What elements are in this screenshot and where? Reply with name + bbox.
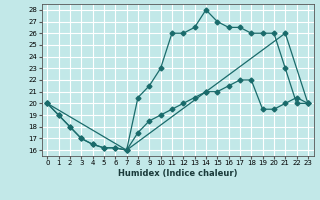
- X-axis label: Humidex (Indice chaleur): Humidex (Indice chaleur): [118, 169, 237, 178]
